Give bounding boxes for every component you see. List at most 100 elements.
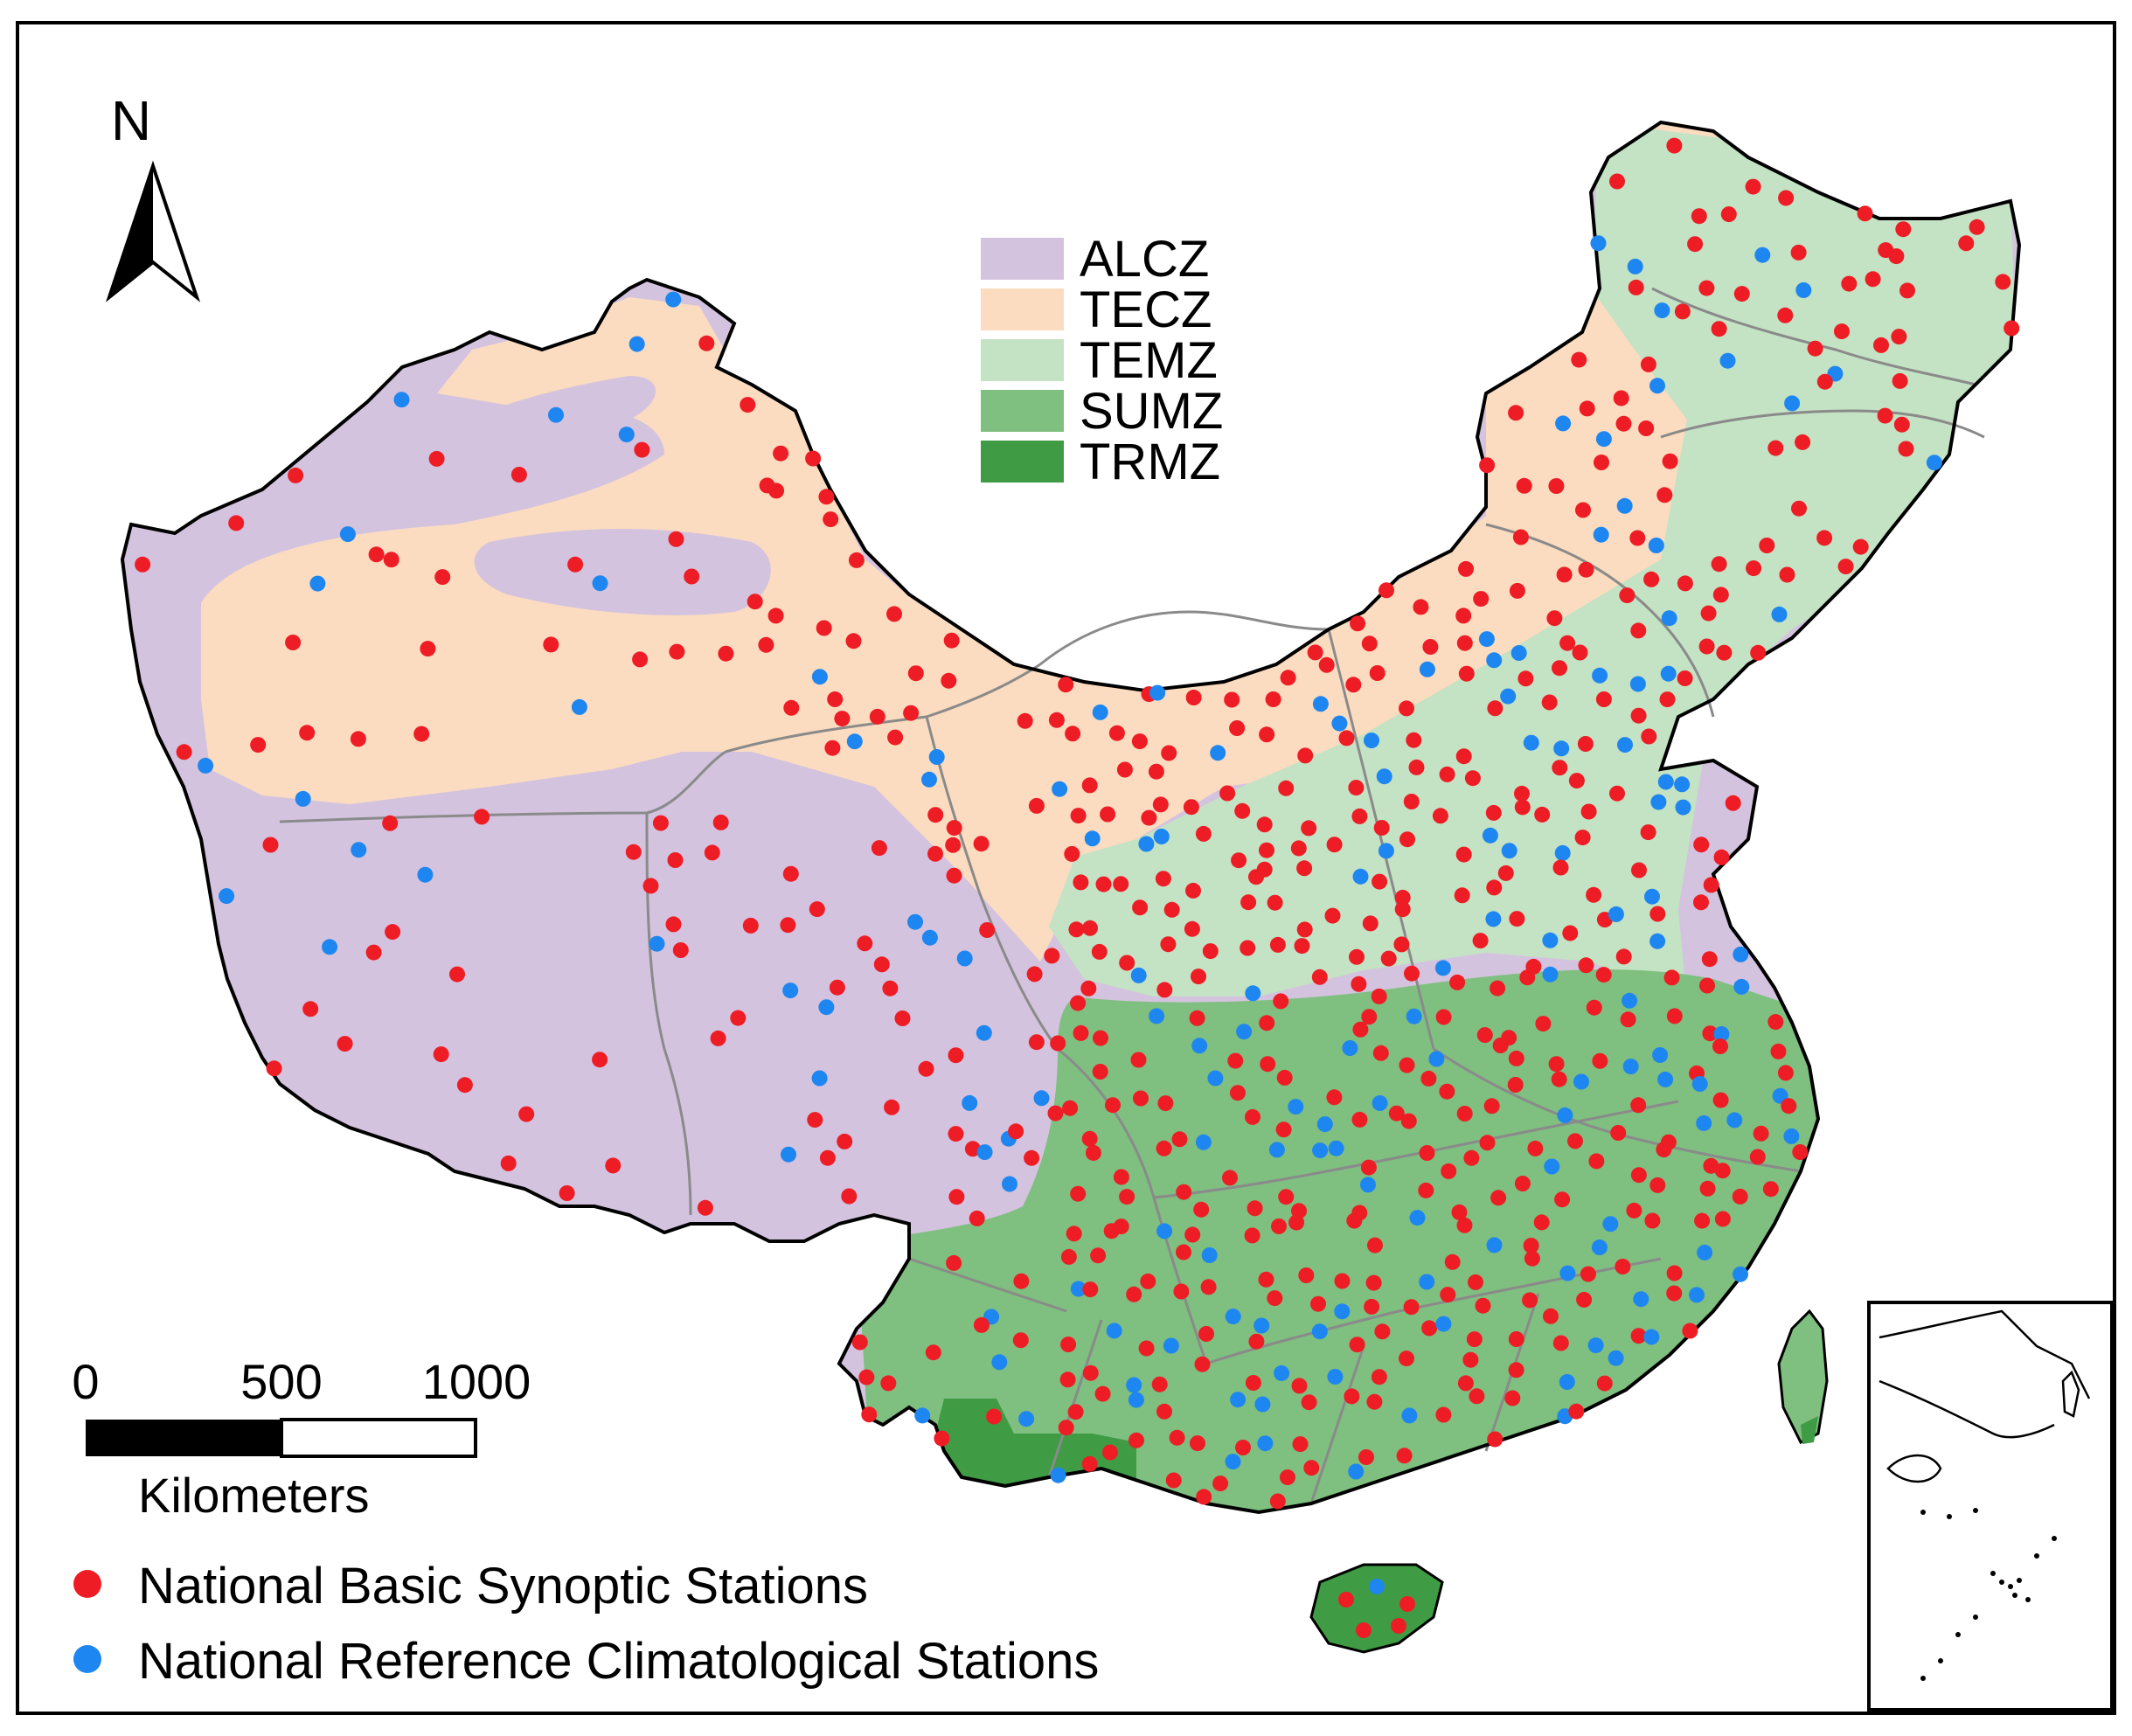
synoptic-station-point — [1067, 1404, 1084, 1420]
synoptic-station-point — [1344, 1388, 1360, 1405]
synoptic-station-point — [1699, 977, 1715, 994]
synoptic-station-point — [1141, 809, 1157, 826]
synoptic-station-point — [1630, 1167, 1647, 1184]
reference-station-point — [665, 291, 682, 308]
reference-station-point — [1288, 1099, 1304, 1115]
synoptic-station-point — [1613, 390, 1629, 406]
reference-station-point — [1254, 1396, 1271, 1413]
synoptic-station-point — [903, 705, 920, 721]
reference-station-point — [1360, 1177, 1376, 1193]
synoptic-station-point — [1338, 1592, 1354, 1608]
synoptic-station-point — [1298, 1267, 1315, 1283]
synoptic-station-point — [1698, 638, 1715, 655]
reference-station-point — [1675, 799, 1691, 816]
reference-station-point — [1070, 1281, 1087, 1297]
reference-station-point — [322, 939, 338, 955]
reference-station-point — [649, 935, 665, 952]
synoptic-station-point — [1362, 915, 1379, 932]
synoptic-station-point — [943, 632, 960, 649]
synoptic-station-point — [135, 556, 151, 573]
reference-station-point — [1554, 844, 1571, 861]
synoptic-station-point — [1662, 453, 1678, 469]
synoptic-station-point — [1958, 235, 1975, 252]
synoptic-station-point — [1732, 1188, 1748, 1205]
synoptic-station-point — [1050, 1035, 1066, 1052]
reference-station-point — [1002, 1176, 1017, 1192]
synoptic-station-point — [1677, 575, 1693, 592]
synoptic-station-point — [1641, 728, 1657, 745]
synoptic-station-point — [1888, 248, 1905, 265]
synoptic-station-point — [1435, 1406, 1452, 1423]
synoptic-station-point — [1462, 1351, 1479, 1368]
reference-station-point — [1650, 794, 1667, 810]
synoptic-station-point — [1311, 969, 1328, 985]
synoptic-station-point — [1082, 1281, 1099, 1298]
synoptic-station-point — [1640, 824, 1656, 841]
reference-station-point — [782, 983, 799, 999]
synoptic-station-point — [1259, 1015, 1275, 1031]
synoptic-station-point — [1441, 1163, 1457, 1179]
synoptic-station-point — [1615, 1259, 1631, 1274]
reference-station-point — [1696, 1115, 1712, 1131]
synoptic-station-point — [1666, 1008, 1683, 1024]
reference-station-point — [1622, 992, 1638, 1009]
synoptic-station-point — [1008, 1123, 1024, 1140]
synoptic-station-point — [1580, 1266, 1596, 1282]
reference-station-point — [198, 757, 214, 774]
synoptic-station-point — [837, 1133, 853, 1149]
synoptic-station-point — [1161, 745, 1177, 761]
synoptic-station-point — [1156, 982, 1173, 998]
synoptic-station-point — [1712, 587, 1729, 603]
synoptic-station-point — [285, 635, 302, 650]
synoptic-station-point — [1399, 831, 1415, 848]
synoptic-station-point — [1260, 1056, 1276, 1073]
reference-station-point — [219, 888, 235, 905]
synoptic-station-point — [882, 980, 899, 996]
synoptic-station-point — [1746, 560, 1762, 577]
synoptic-station-point — [567, 556, 584, 573]
reference-station-point — [1733, 1266, 1748, 1282]
synoptic-station-point — [1595, 967, 1612, 983]
synoptic-station-point — [941, 672, 957, 689]
synoptic-station-point — [1280, 670, 1296, 686]
synoptic-station-point — [887, 729, 904, 746]
islands — [1309, 1309, 1829, 1654]
synoptic-station-point — [1638, 420, 1655, 436]
synoptic-station-point — [1507, 1077, 1524, 1093]
synoptic-station-point — [1151, 1376, 1168, 1392]
reference-station-point — [991, 1354, 1008, 1371]
synoptic-station-point — [1132, 899, 1149, 916]
synoptic-station-point — [1296, 860, 1313, 877]
synoptic-station-point — [1777, 307, 1794, 323]
reference-station-point — [1617, 737, 1633, 753]
synoptic-station-point — [592, 1052, 608, 1068]
synoptic-station-point — [1479, 457, 1496, 474]
synoptic-station-point — [827, 691, 844, 707]
reference-station-point — [1372, 1095, 1388, 1111]
synoptic-station-point — [1157, 1095, 1174, 1112]
taiwan-south-tip — [1801, 1416, 1818, 1444]
synoptic-station-point — [1399, 1351, 1414, 1367]
synoptic-station-point — [1749, 1149, 1766, 1165]
synoptic-station-point — [948, 1189, 965, 1205]
reference-station-point — [1660, 665, 1677, 682]
reference-station-point — [1713, 1026, 1730, 1042]
legend-label-alcz: ALCZ — [1080, 231, 1209, 288]
synoptic-station-point — [1781, 1098, 1797, 1115]
synoptic-station-point — [946, 867, 962, 884]
reference-station-point — [1409, 1210, 1426, 1226]
synoptic-station-point — [1258, 1271, 1274, 1288]
synoptic-station-point — [1278, 1189, 1295, 1205]
synoptic-station-point — [1194, 1356, 1211, 1372]
synoptic-station-point — [250, 737, 267, 753]
reference-station-point — [393, 392, 410, 408]
synoptic-station-point — [1273, 993, 1289, 1010]
synoptic-station-point — [1586, 999, 1602, 1016]
synoptic-station-point — [1733, 286, 1750, 302]
synoptic-station-point — [1183, 799, 1199, 816]
synoptic-station-point — [1259, 726, 1275, 743]
synoptic-station-point — [1841, 275, 1858, 292]
inset-map — [1867, 1301, 2114, 1712]
synoptic-station-point — [434, 569, 451, 586]
synoptic-station-point — [1024, 1149, 1040, 1166]
